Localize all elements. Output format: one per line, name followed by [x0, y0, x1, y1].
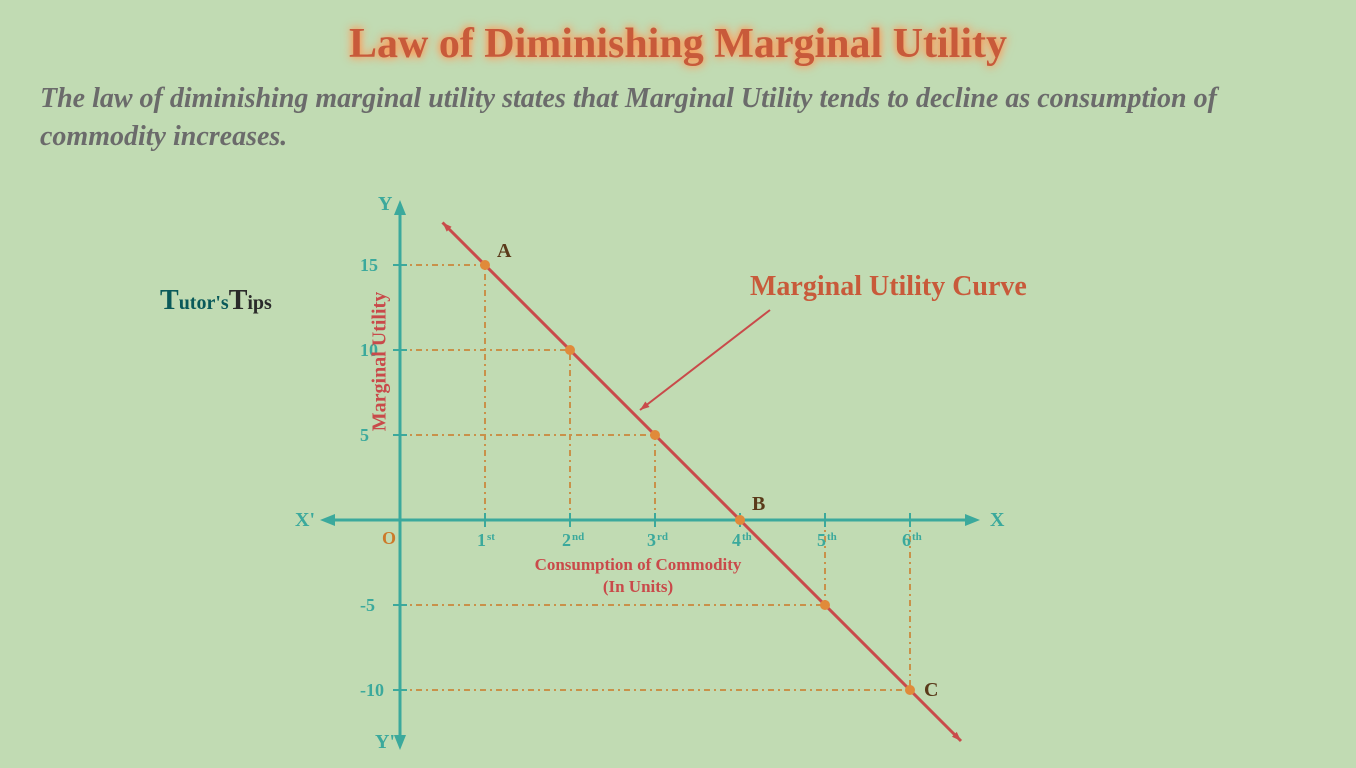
svg-text:X: X: [990, 509, 1005, 531]
svg-text:A: A: [497, 240, 512, 262]
svg-text:-10: -10: [360, 680, 384, 700]
logo-t2: T: [229, 285, 248, 316]
svg-text:C: C: [924, 679, 938, 701]
curve-label: Marginal Utility Curve: [750, 270, 1027, 304]
brand-logo: Tutor'sTips: [160, 285, 272, 317]
svg-text:6: 6: [902, 530, 911, 550]
svg-text:1: 1: [477, 530, 486, 550]
svg-text:4: 4: [732, 530, 741, 550]
svg-text:nd: nd: [572, 531, 584, 543]
svg-text:O: O: [382, 528, 396, 548]
svg-text:Consumption of Commodity: Consumption of Commodity: [535, 555, 742, 574]
logo-utors: utor's: [179, 292, 229, 314]
svg-text:-5: -5: [360, 595, 375, 615]
svg-text:th: th: [912, 531, 922, 543]
svg-text:3: 3: [647, 530, 656, 550]
page-title: Law of Diminishing Marginal Utility: [0, 0, 1356, 68]
svg-text:B: B: [752, 493, 765, 515]
svg-text:(In Units): (In Units): [603, 577, 673, 596]
svg-text:rd: rd: [657, 531, 668, 543]
svg-text:15: 15: [360, 255, 378, 275]
svg-text:Y': Y': [375, 731, 395, 753]
svg-text:Y: Y: [378, 193, 393, 215]
svg-text:X': X': [295, 509, 315, 531]
logo-t1: T: [160, 285, 179, 316]
logo-ips: ips: [247, 292, 271, 314]
svg-text:2: 2: [562, 530, 571, 550]
svg-text:th: th: [827, 531, 837, 543]
svg-text:5: 5: [817, 530, 826, 550]
svg-text:st: st: [487, 531, 495, 543]
subtitle-text: The law of diminishing marginal utility …: [0, 68, 1356, 156]
svg-text:th: th: [742, 531, 752, 543]
y-axis-title: Marginal Utility: [369, 282, 392, 442]
